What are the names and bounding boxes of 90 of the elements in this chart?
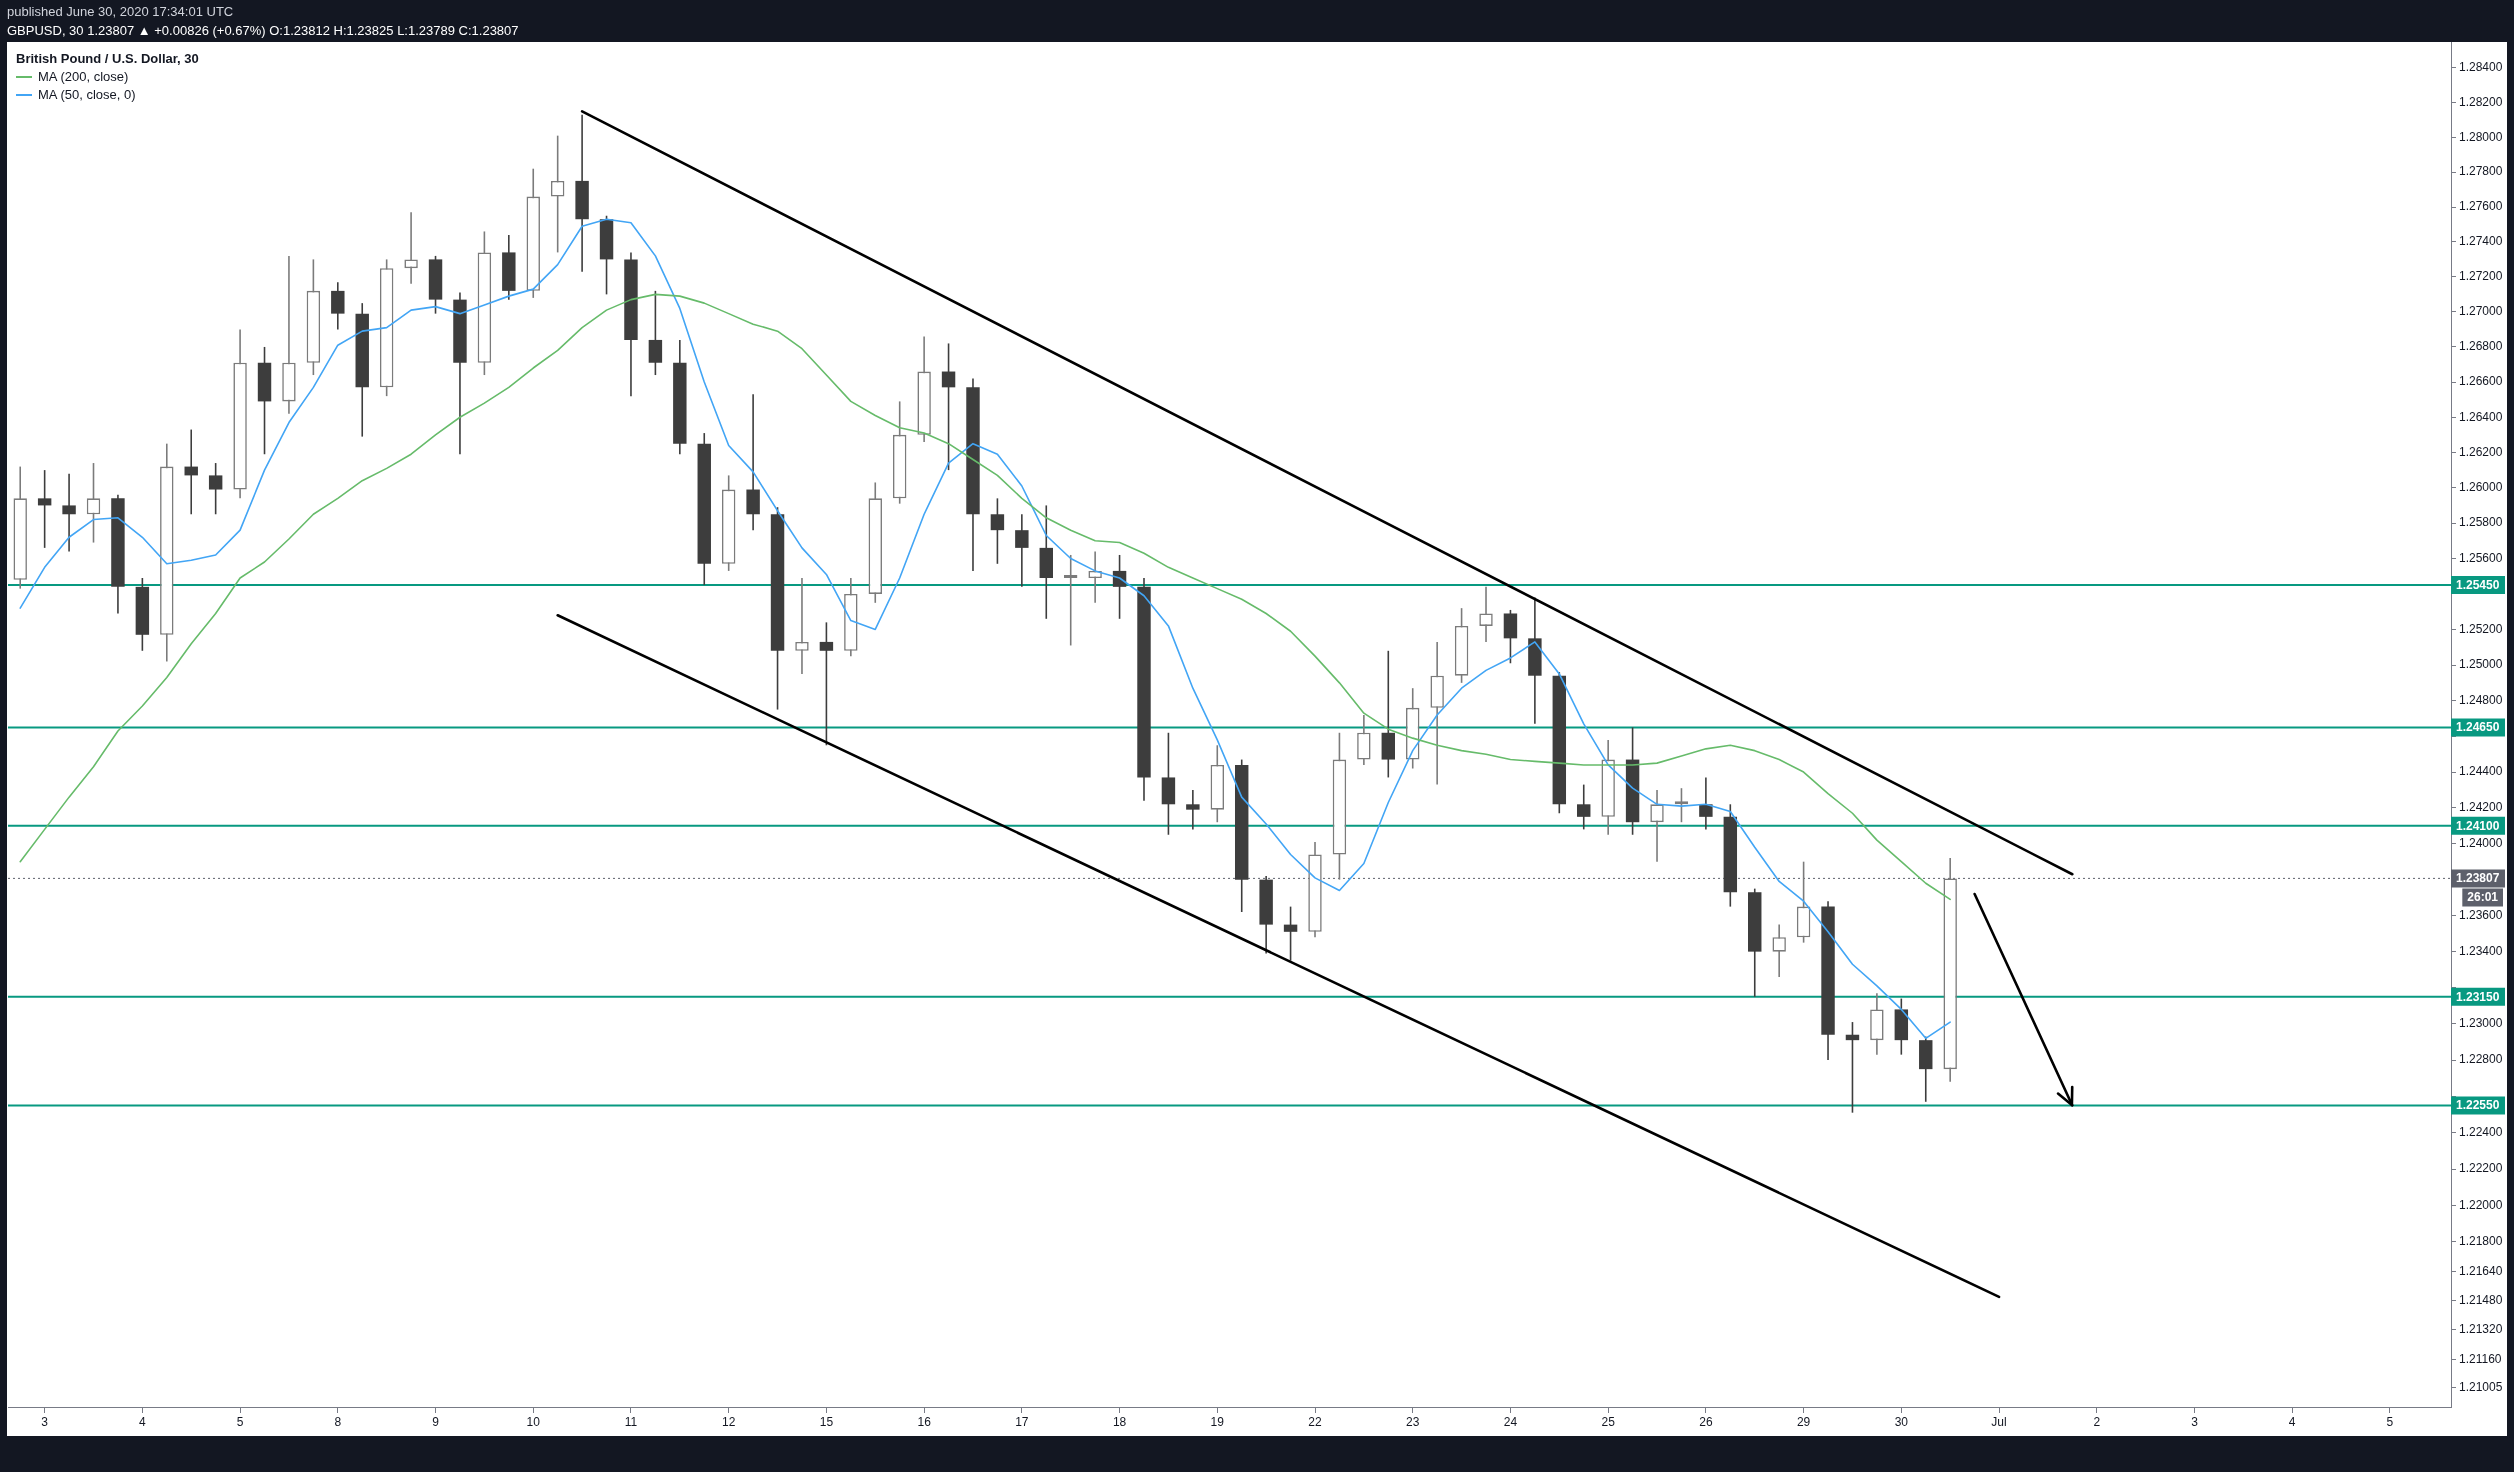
x-tick-label: 4 (139, 1414, 147, 1429)
x-tick-label: 18 (1112, 1414, 1127, 1429)
y-tick-label: 1.25800 (2459, 515, 2503, 530)
candlestick (1283, 905, 1298, 962)
y-tick-label: 1.22400 (2459, 1124, 2503, 1139)
y-tick-label: 1.21320 (2459, 1322, 2503, 1337)
y-tick-label: 1.27000 (2459, 304, 2503, 319)
candlestick (1186, 789, 1200, 831)
y-tick-label: 1.24000 (2459, 836, 2503, 851)
candlestick (331, 281, 345, 331)
candlestick (1015, 513, 1029, 588)
y-tick-label: 1.28200 (2459, 94, 2503, 109)
y-tick-label: 1.22800 (2459, 1052, 2503, 1067)
candlestick (208, 462, 223, 516)
x-tick-label: 30 (1894, 1414, 1909, 1429)
y-tick-label: 1.26600 (2459, 374, 2503, 389)
candlestick (990, 497, 1005, 565)
y-tick-label: 1.21480 (2459, 1292, 2503, 1307)
candlestick (648, 290, 663, 376)
y-tick-label: 1.21160 (2459, 1351, 2502, 1366)
x-tick-label: 24 (1503, 1414, 1518, 1429)
x-tick-label: 23 (1406, 1414, 1420, 1429)
text: British Pound / U.S. Dollar, 30 (16, 50, 199, 68)
y-tick-label: 1.21005 (2459, 1380, 2503, 1394)
candlestick (1357, 714, 1371, 766)
y-tick-label: 1.22000 (2459, 1197, 2503, 1212)
x-tick-label: 5 (2386, 1414, 2394, 1429)
candlestick (550, 134, 565, 254)
candlestick (404, 211, 418, 285)
x-tick-label: 15 (819, 1414, 834, 1429)
y-tick-label: 1.28000 (2459, 129, 2503, 144)
ref-line-label: 1.24650 (2456, 720, 2500, 735)
x-tick-label: 29 (1796, 1414, 1811, 1429)
y-tick-label: 1.24400 (2459, 764, 2503, 779)
ref-line-label: 1.23150 (2456, 989, 2500, 1004)
legend-label: MA (50, close, 0) (38, 86, 136, 104)
candlestick (1063, 554, 1078, 647)
y-tick-label: 1.21800 (2459, 1234, 2503, 1249)
x-tick-label: Jul (1991, 1414, 2007, 1429)
y-tick-label: 1.26800 (2459, 339, 2503, 354)
ref-line-label: 1.25450 (2456, 577, 2500, 592)
x-tick-label: 22 (1308, 1414, 1322, 1429)
candlestick (819, 621, 834, 747)
y-tick-label: 1.28400 (2459, 60, 2503, 75)
x-tick-label: 8 (334, 1414, 342, 1429)
y-tick-label: 1.21640 (2459, 1263, 2503, 1278)
ref-line-label: 1.22550 (2456, 1098, 2500, 1113)
y-tick-label: 1.24800 (2459, 692, 2503, 707)
x-tick-label: 3 (2191, 1414, 2199, 1429)
y-tick-label: 1.27200 (2459, 269, 2503, 284)
y-tick-label: 1.23400 (2459, 943, 2503, 958)
x-tick-label: 26 (1699, 1414, 1713, 1429)
ref-line-label: 1.23807 (2456, 871, 2500, 886)
x-tick-label: 4 (2288, 1414, 2296, 1429)
y-tick-label: 1.27800 (2459, 164, 2503, 179)
candlestick (37, 469, 52, 549)
y-tick-label: 1.26200 (2459, 444, 2503, 459)
candlestick (1699, 776, 1713, 831)
x-tick-label: 16 (917, 1414, 932, 1429)
legend-label: MA (200, close) (38, 68, 129, 86)
candlestick (86, 462, 101, 544)
candlestick (1479, 586, 1493, 643)
chart-subtitle: GBPUSD, 30 1.23807 ▲ +0.00826 (+0.67%) O:1.23812 H:1.23825 L:1.23789 C:1.23807 (7, 22, 519, 40)
x-tick-label: 10 (526, 1414, 541, 1429)
y-tick-label: 1.26400 (2459, 409, 2503, 424)
y-tick-label: 1.26000 (2459, 480, 2503, 495)
x-tick-label: 11 (624, 1414, 638, 1429)
candlestick (941, 342, 956, 471)
text: 26:01 (2467, 890, 2499, 905)
y-tick-label: 1.27400 (2459, 234, 2503, 249)
text: published June 30, 2020 17:34:01 UTC (7, 3, 235, 21)
y-tick-label: 1.22200 (2459, 1161, 2503, 1176)
y-tick-label: 1.27600 (2459, 199, 2503, 214)
candlestick (62, 472, 76, 553)
x-tick-label: 9 (432, 1414, 440, 1429)
ref-line-label: 1.24100 (2456, 818, 2500, 833)
x-tick-label: 3 (41, 1414, 49, 1429)
y-tick-label: 1.25000 (2459, 657, 2503, 672)
x-tick-label: 12 (722, 1414, 736, 1429)
y-tick-label: 1.25600 (2459, 550, 2503, 565)
x-tick-label: 17 (1015, 1414, 1029, 1429)
x-tick-label: 25 (1601, 1414, 1616, 1429)
candlestick (1577, 783, 1591, 831)
y-tick-label: 1.23000 (2459, 1016, 2503, 1031)
x-tick-label: 19 (1210, 1414, 1225, 1429)
y-tick-label: 1.24200 (2459, 800, 2503, 815)
x-tick-label: 5 (236, 1414, 244, 1429)
x-tick-label: 2 (2093, 1414, 2101, 1429)
y-tick-label: 1.23600 (2459, 907, 2503, 922)
y-tick-label: 1.25200 (2459, 621, 2503, 636)
